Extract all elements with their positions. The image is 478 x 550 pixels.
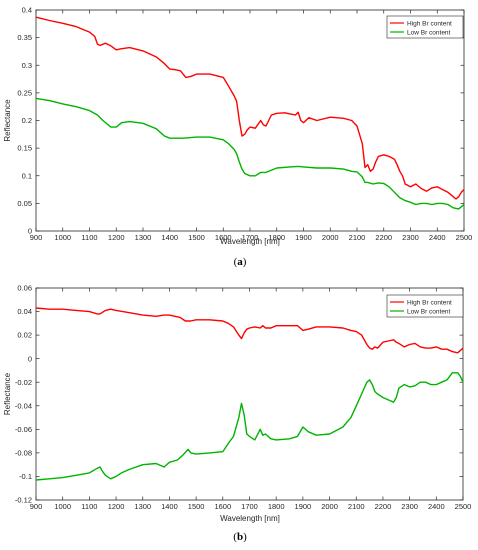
x-tick-label: 1200: [108, 233, 125, 242]
plot-area-b: [35, 287, 464, 501]
y-axis-label-b: Reflectance: [3, 372, 12, 415]
y-tick-label: 0.3: [22, 61, 32, 70]
legend-box-b: [386, 294, 464, 318]
y-tick-label: 0.05: [17, 199, 32, 208]
y-tick-labels-b: -0.12 -0.1 -0.08 -0.06 -0.04 -0.02 0 0.02 0.04 0.…: [15, 284, 32, 505]
y-tick-label: -0.08: [15, 448, 32, 457]
caption-b: (b): [233, 531, 247, 543]
y-tick-label: 0.25: [17, 88, 32, 97]
y-tick-label: -0.1: [19, 472, 32, 481]
tick-marks-a: [35, 9, 465, 232]
y-tick-label: 0.04: [17, 307, 32, 316]
y-tick-label: 0.02: [17, 331, 32, 340]
x-tick-label: 900: [30, 233, 43, 242]
legend-b: High Br content Low Br content: [386, 294, 464, 318]
y-tick-label: -0.04: [15, 401, 32, 410]
x-tick-label: 1400: [161, 233, 178, 242]
x-tick-label: 2000: [321, 502, 338, 511]
x-tick-label: 1100: [81, 502, 97, 511]
x-tick-label: 1600: [215, 233, 232, 242]
chart-b: -0.12 -0.1 -0.08 -0.06 -0.04 -0.02 0 0.02 0.04 0.…: [3, 284, 471, 543]
x-tick-label: 2100: [348, 502, 365, 511]
x-tick-label: 1900: [295, 233, 312, 242]
x-tick-label: 1000: [54, 502, 71, 511]
y-tick-label: 0.2: [22, 116, 32, 125]
y-tick-label: 0.15: [17, 144, 32, 153]
x-tick-label: 1800: [268, 233, 285, 242]
series-line-high-br-b: [35, 307, 464, 354]
series-lines-b: [35, 307, 464, 481]
caption-a: (a): [234, 256, 247, 268]
x-tick-label: 1100: [81, 233, 97, 242]
x-tick-label: 1700: [241, 502, 258, 511]
y-tick-label: 0.06: [17, 284, 32, 293]
y-tick-label: 0: [28, 227, 32, 236]
legend-label-low-a: Low Br content: [407, 29, 451, 36]
y-axis-label-a: Reflectance: [3, 99, 12, 142]
x-tick-label: 2200: [375, 502, 392, 511]
y-tick-label: 0.4: [22, 6, 32, 15]
y-tick-label: 0.35: [17, 33, 32, 42]
x-tick-label: 2200: [375, 233, 392, 242]
y-tick-label: 0.1: [22, 171, 32, 180]
x-tick-label: 2500: [455, 502, 472, 511]
x-tick-labels-a: 900 1000 1100 1200 1300 1400 1500 1600 1700 1800 1…: [30, 233, 473, 242]
y-tick-label: -0.02: [15, 378, 32, 387]
x-tick-label: 1200: [108, 502, 125, 511]
x-tick-label: 1000: [54, 233, 71, 242]
x-tick-label: 1900: [295, 502, 312, 511]
x-axis-label-b: Wavelength [nm]: [220, 514, 280, 523]
y-tick-label: 0: [28, 354, 32, 363]
x-tick-label: 1500: [188, 233, 205, 242]
x-tick-label: 2400: [429, 233, 446, 242]
legend-label-low-b: Low Br content: [407, 308, 451, 315]
x-tick-label: 2300: [402, 233, 419, 242]
y-tick-label: -0.06: [15, 425, 32, 434]
legend-label-high-a: High Br content: [407, 20, 452, 27]
caption-letter-b: b: [237, 531, 243, 543]
x-tick-label: 1600: [214, 502, 231, 511]
x-tick-label: 2100: [349, 233, 366, 242]
x-tick-label: 2000: [322, 233, 339, 242]
x-tick-label: 2500: [456, 233, 473, 242]
x-tick-label: 1400: [161, 502, 178, 511]
x-tick-label: 900: [30, 502, 43, 511]
y-tick-labels-a: 0 0.05 0.1 0.15 0.2 0.25 0.3 0.35 0.4: [17, 6, 32, 236]
x-tick-labels-b: 900 1000 1100 1200 1300 1400 1500 1600 1700 1800 1…: [30, 502, 472, 511]
legend-box-a: [386, 15, 464, 39]
x-tick-label: 2300: [401, 502, 418, 511]
x-tick-label: 1300: [135, 233, 152, 242]
series-line-low-br-b: [35, 372, 464, 481]
caption-letter-a: a: [237, 256, 243, 268]
tick-marks-b: [35, 287, 464, 501]
x-tick-label: 1300: [134, 502, 151, 511]
series-line-low-br-a: [35, 97, 465, 210]
series-line-high-br-a: [35, 16, 465, 200]
legend-a: High Br content Low Br content: [386, 15, 464, 39]
x-tick-label: 2400: [428, 502, 445, 511]
x-tick-label: 1700: [242, 233, 259, 242]
chart-a: 0 0.05 0.1 0.15 0.2 0.25 0.3 0.35 0.4 900 1000 110…: [3, 6, 472, 268]
legend-label-high-b: High Br content: [407, 299, 452, 306]
x-tick-label: 1500: [188, 502, 205, 511]
x-axis-label-a: Wavelength [nm]: [220, 237, 280, 246]
plot-area-a: [35, 9, 465, 232]
x-tick-label: 1800: [268, 502, 285, 511]
y-tick-label: -0.12: [15, 496, 32, 505]
series-lines-a: [35, 16, 465, 210]
